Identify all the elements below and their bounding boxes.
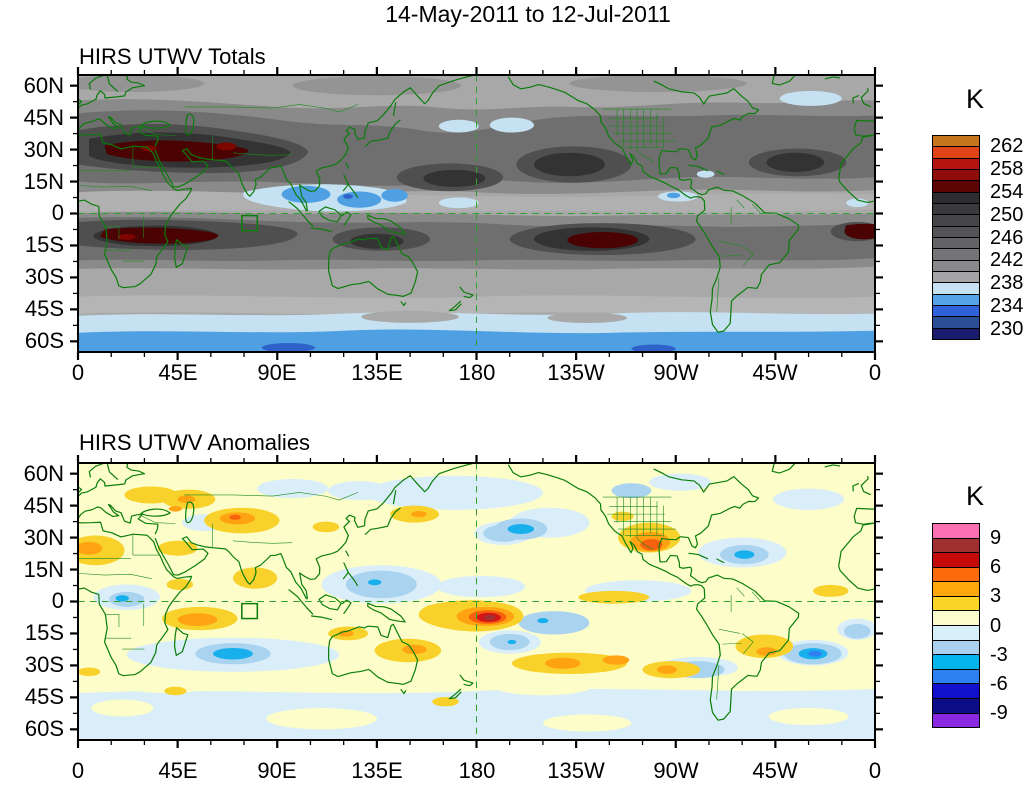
colorbar-swatch — [932, 625, 980, 641]
x-tick-label: 90E — [257, 758, 297, 783]
y-tick-label: 30S — [24, 652, 64, 677]
x-tick-label: 135E — [351, 758, 403, 783]
totals-colorbar — [932, 135, 980, 340]
x-tick-label: 90E — [257, 360, 297, 385]
colorbar-tick-label: 262 — [990, 135, 1024, 157]
totals-field — [78, 75, 875, 352]
y-tick-label: 60N — [23, 461, 64, 486]
x-tick-label: 180 — [458, 758, 496, 783]
colorbar-tick-label: 242 — [990, 249, 1024, 271]
colorbar-swatch — [932, 537, 980, 554]
y-tick-label: 15N — [23, 169, 64, 194]
y-tick-label: 15S — [24, 232, 64, 257]
colorbar-tick-label: -6 — [990, 673, 1008, 695]
x-tick-label: 90W — [653, 360, 699, 385]
colorbar-tick-label: 6 — [990, 556, 1002, 578]
colorbar-swatch — [932, 683, 980, 699]
y-tick-label: 15N — [23, 557, 64, 582]
panel-title-totals: HIRS UTWV Totals — [79, 44, 266, 69]
anomalies-map — [70, 455, 883, 748]
colorbar-swatch — [932, 610, 980, 627]
anomalies-colorbar-unit: K — [965, 481, 984, 511]
colorbar-tick-label: 0 — [990, 615, 1002, 637]
y-tick-label: 30N — [23, 137, 64, 162]
colorbar-swatch — [932, 581, 980, 597]
y-tick-label: 30N — [23, 525, 64, 550]
y-tick-label: 60S — [24, 328, 64, 353]
totals-map — [70, 67, 883, 360]
x-tick-label: 45W — [752, 360, 798, 385]
anomalies-map-container — [68, 453, 885, 750]
x-tick-label: 90W — [653, 758, 699, 783]
x-tick-label: 180 — [458, 360, 496, 385]
colorbar-tick-label: 254 — [990, 181, 1024, 203]
x-tick-label: 135W — [547, 360, 605, 385]
colorbar-swatch — [932, 523, 980, 539]
x-tick-label: 0 — [868, 758, 882, 783]
colorbar-swatch — [932, 639, 980, 656]
colorbar-swatch — [932, 552, 980, 568]
x-tick-label: 45W — [752, 758, 798, 783]
x-tick-label: 135W — [547, 758, 605, 783]
y-tick-label: 45N — [23, 493, 64, 518]
y-tick-label: 30S — [24, 264, 64, 289]
y-tick-label: 15S — [24, 620, 64, 645]
colorbar-tick-label: 238 — [990, 272, 1024, 294]
panel-title-anomalies: HIRS UTWV Anomalies — [79, 430, 311, 455]
colorbar-tick-label: 3 — [990, 585, 1002, 607]
colorbar-swatch — [932, 327, 980, 340]
y-tick-label: 0 — [51, 588, 64, 613]
x-tick-label: 135E — [351, 360, 403, 385]
colorbar-swatch — [932, 697, 980, 714]
colorbar-swatch — [932, 566, 980, 583]
y-tick-label: 45S — [24, 684, 64, 709]
anomalies-colorbar — [932, 523, 980, 729]
colorbar-tick-label: -3 — [990, 644, 1008, 666]
colorbar-tick-label: 234 — [990, 295, 1024, 317]
colorbar-tick-label: -9 — [990, 702, 1008, 724]
anomalies-field — [78, 463, 875, 740]
colorbar-swatch — [932, 595, 980, 612]
totals-colorbar-unit: K — [965, 84, 984, 114]
y-tick-label: 45S — [24, 296, 64, 321]
y-tick-label: 0 — [51, 200, 64, 225]
totals-map-container — [68, 65, 885, 362]
x-tick-label: 45E — [158, 758, 198, 783]
colorbar-swatch — [932, 654, 980, 670]
colorbar-tick-label: 9 — [990, 527, 1002, 549]
y-tick-label: 60S — [24, 716, 64, 741]
x-tick-label: 0 — [71, 758, 85, 783]
x-tick-label: 45E — [158, 360, 198, 385]
main-title: 14-May-2011 to 12-Jul-2011 — [385, 1, 671, 27]
colorbar-tick-label: 250 — [990, 204, 1024, 226]
colorbar-tick-label: 230 — [990, 318, 1024, 340]
y-tick-label: 60N — [23, 73, 64, 98]
x-tick-label: 0 — [71, 360, 85, 385]
y-tick-label: 45N — [23, 105, 64, 130]
colorbar-tick-label: 246 — [990, 227, 1024, 249]
x-tick-label: 0 — [868, 360, 882, 385]
colorbar-swatch — [932, 668, 980, 685]
colorbar-swatch — [932, 712, 980, 729]
colorbar-tick-label: 258 — [990, 158, 1024, 180]
